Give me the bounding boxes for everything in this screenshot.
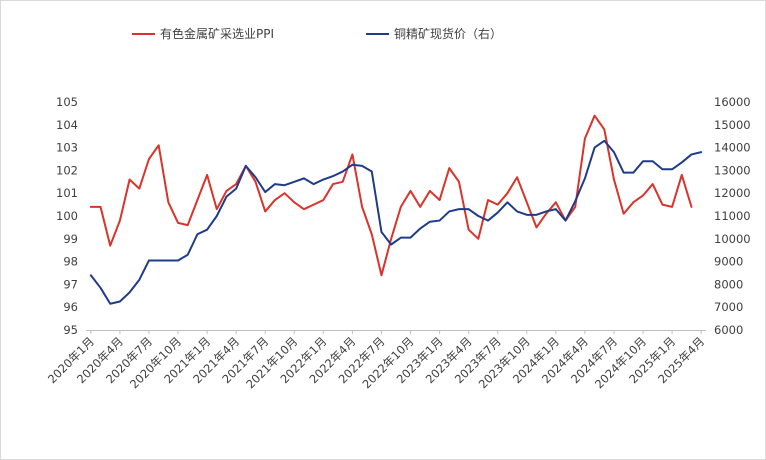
- series-line-ppi: [89, 114, 693, 277]
- left-tick-label: 105: [56, 95, 78, 109]
- legend-label-ppi: 有色金属矿采选业PPI: [160, 26, 274, 41]
- legend-label-copper: 铜精矿现货价（右）: [394, 26, 502, 41]
- left-tick-label: 103: [56, 141, 78, 155]
- right-tick-label: 16000: [714, 95, 751, 109]
- left-tick-label: 102: [56, 163, 78, 177]
- right-tick-label: 15000: [714, 118, 751, 132]
- right-tick-label: 14000: [714, 141, 751, 155]
- left-tick-label: 100: [56, 209, 78, 223]
- left-tick-label: 104: [56, 118, 78, 132]
- right-tick-label: 6000: [714, 323, 743, 337]
- right-tick-label: 13000: [714, 163, 751, 177]
- series-line-copper-price: [89, 139, 703, 305]
- left-axis-ticks: 95 96 97 98 99 100 101 102 103 104 105: [56, 95, 78, 337]
- left-tick-label: 101: [56, 186, 78, 200]
- left-tick-label: 97: [63, 277, 78, 291]
- right-tick-label: 10000: [714, 232, 751, 246]
- right-tick-label: 7000: [714, 300, 743, 314]
- right-tick-label: 8000: [714, 277, 743, 291]
- left-tick-label: 99: [63, 232, 78, 246]
- left-tick-label: 96: [63, 300, 78, 314]
- left-tick-label: 95: [63, 323, 78, 337]
- right-axis-ticks: 6000 7000 8000 9000 10000 11000 12000 13000 1400…: [714, 95, 751, 337]
- x-axis-ticks: 2020年1月2020年4月2020年7月2020年10月2021年1月2021…: [45, 330, 707, 391]
- left-tick-label: 98: [63, 255, 78, 269]
- right-tick-label: 12000: [714, 186, 751, 200]
- series-lines: [89, 114, 703, 305]
- legend: 有色金属矿采选业PPI 铜精矿现货价（右）: [132, 26, 502, 41]
- right-tick-label: 9000: [714, 255, 743, 269]
- right-tick-label: 11000: [714, 209, 751, 223]
